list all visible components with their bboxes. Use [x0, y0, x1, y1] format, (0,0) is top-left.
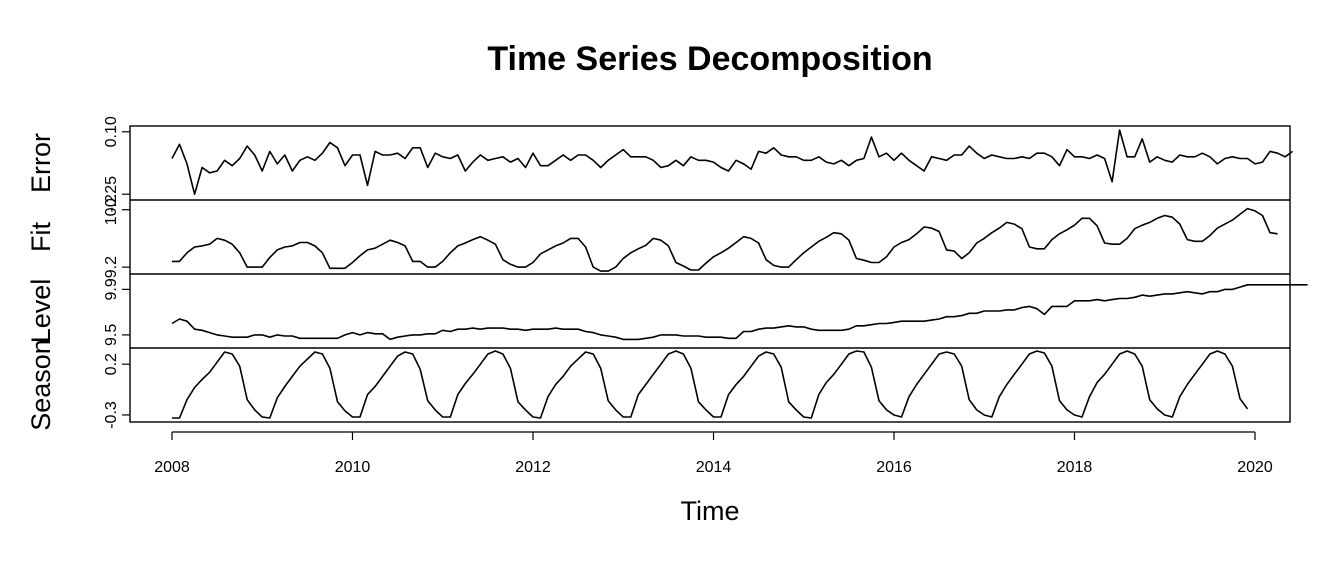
- x-axis: 2008 2010 2012 2014 2016 2018 2020: [154, 431, 1273, 476]
- panel-label-season: Season: [26, 339, 56, 431]
- series-line-error: [171, 129, 1294, 195]
- y-tick-label-error: 0.10: [103, 116, 120, 147]
- series-line-level: [171, 283, 1308, 341]
- series-line-fit: [172, 207, 1278, 272]
- y-tick-label-error: -0.25: [103, 176, 120, 213]
- y-tick-label-season: -0.3: [103, 401, 120, 429]
- series-line-season: [172, 350, 1249, 419]
- panel-label-error: Error: [26, 133, 56, 193]
- y-tick-label-fit: 10.2: [103, 194, 120, 225]
- x-tick-label: 2008: [154, 459, 190, 476]
- x-tick-label: 2018: [1057, 459, 1093, 476]
- x-tick-label: 2020: [1237, 459, 1273, 476]
- y-tick-label-season: 0.2: [103, 353, 120, 375]
- y-tick-label-level: 9.9: [103, 278, 120, 300]
- x-tick-label: 2014: [696, 459, 732, 476]
- chart-title: Time Series Decomposition: [487, 40, 932, 78]
- panel-label-level: Level: [26, 279, 56, 344]
- panel-label-fit: Fit: [26, 222, 56, 252]
- panels-group: 0.10 -0.25 9.2 10.2 9.5 9.9 -0.3 0.2: [103, 116, 1308, 429]
- x-tick-label: 2010: [335, 459, 371, 476]
- y-tick-label-fit: 9.2: [103, 256, 120, 278]
- x-axis-label: Time: [681, 496, 740, 526]
- x-tick-label: 2012: [515, 459, 551, 476]
- y-tick-label-level: 9.5: [103, 324, 120, 346]
- x-tick-label: 2016: [876, 459, 912, 476]
